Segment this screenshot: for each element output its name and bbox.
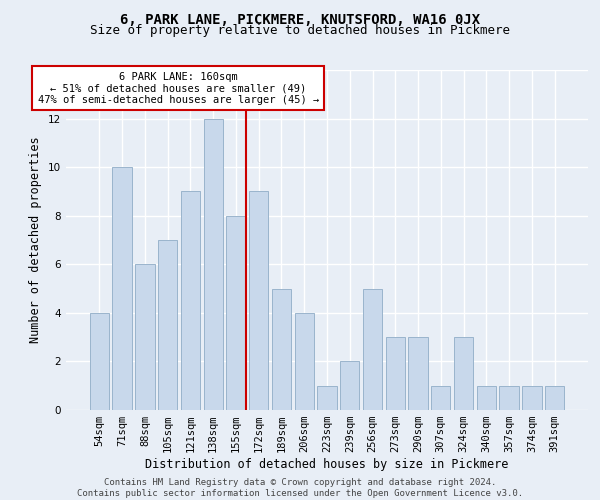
Bar [249, 192, 268, 410]
Bar [409, 337, 428, 410]
Bar [181, 192, 200, 410]
Bar [317, 386, 337, 410]
Text: 6 PARK LANE: 160sqm
← 51% of detached houses are smaller (49)
47% of semi-detach: 6 PARK LANE: 160sqm ← 51% of detached ho… [38, 72, 319, 105]
Bar [522, 386, 542, 410]
Bar [203, 118, 223, 410]
Bar [295, 313, 314, 410]
Bar [454, 337, 473, 410]
Text: Size of property relative to detached houses in Pickmere: Size of property relative to detached ho… [90, 24, 510, 37]
Bar [386, 337, 405, 410]
Bar [158, 240, 178, 410]
Bar [476, 386, 496, 410]
Bar [226, 216, 245, 410]
Text: Contains HM Land Registry data © Crown copyright and database right 2024.
Contai: Contains HM Land Registry data © Crown c… [77, 478, 523, 498]
Bar [431, 386, 451, 410]
Bar [90, 313, 109, 410]
Y-axis label: Number of detached properties: Number of detached properties [29, 136, 43, 344]
Bar [499, 386, 519, 410]
Text: 6, PARK LANE, PICKMERE, KNUTSFORD, WA16 0JX: 6, PARK LANE, PICKMERE, KNUTSFORD, WA16 … [120, 12, 480, 26]
Bar [340, 362, 359, 410]
X-axis label: Distribution of detached houses by size in Pickmere: Distribution of detached houses by size … [145, 458, 509, 471]
Bar [112, 167, 132, 410]
Bar [135, 264, 155, 410]
Bar [545, 386, 564, 410]
Bar [363, 288, 382, 410]
Bar [272, 288, 291, 410]
